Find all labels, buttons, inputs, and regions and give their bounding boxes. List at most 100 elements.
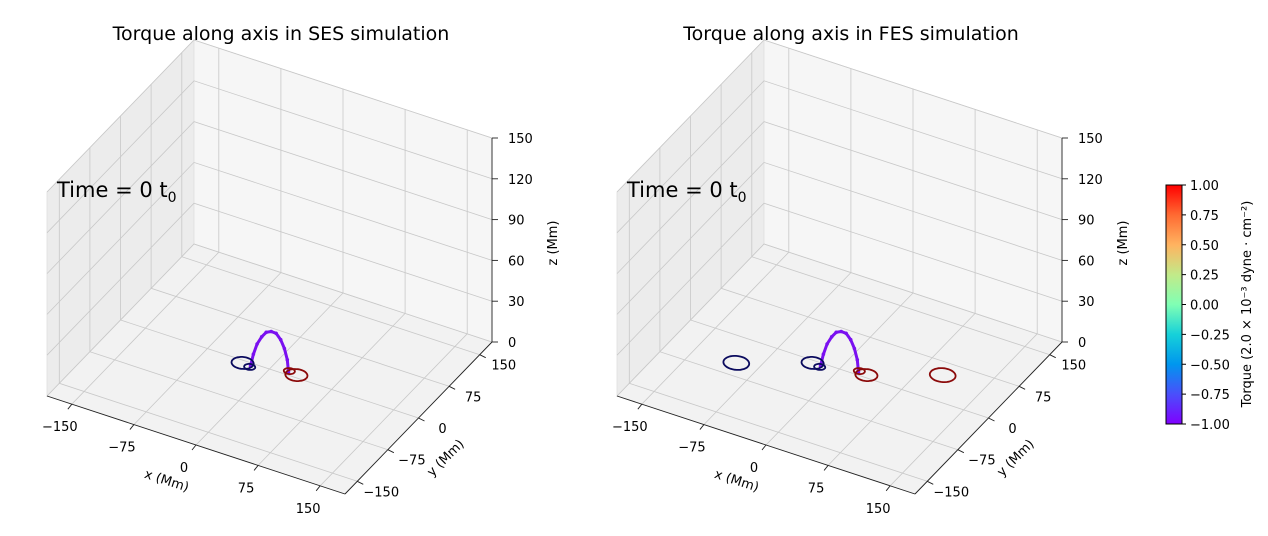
x-tick-label: −75: [678, 441, 705, 456]
colorbar-tick-label: 1.00: [1190, 179, 1219, 194]
y-axis-label: y (Mm): [995, 437, 1038, 480]
z-tick-label: 90: [1078, 214, 1095, 229]
flux-tube-axis-point: [825, 342, 829, 346]
z-tick-label: 150: [1078, 132, 1103, 147]
ses-panel: Torque along axis in SES simulation −150 −…: [42, 23, 561, 517]
z-gridline: [46, 243, 493, 397]
x-tick-mark: [67, 403, 73, 410]
z-tick-label: 30: [1078, 295, 1095, 310]
flux-tube-axis-point: [848, 337, 853, 342]
plot-title: Torque along axis in FES simulation: [682, 23, 1019, 45]
colorbar-tick-label: 0.00: [1190, 299, 1219, 314]
footpoint-ring: [722, 354, 751, 371]
y-tick-mark: [357, 480, 364, 485]
colorbar-tick-label: −0.25: [1190, 328, 1230, 343]
y-tick-label: −150: [933, 485, 969, 500]
y-tick-label: −75: [968, 454, 995, 469]
x-tick-mark: [191, 444, 197, 451]
y-tick-label: −75: [398, 454, 425, 469]
z-gridline: [46, 202, 493, 356]
fes-panel: Torque along axis in FES simulation −150 −…: [612, 23, 1131, 517]
z-axis-label: z (Mm): [1116, 221, 1131, 266]
time-label: Time = 0 t0: [56, 178, 177, 206]
z-gridline: [46, 80, 493, 234]
z-gridline: [616, 161, 1063, 315]
footpoint-ring: [284, 368, 309, 383]
y-tick-label: 75: [1035, 390, 1052, 405]
y-tick-label: 150: [1061, 359, 1086, 374]
colorbar-label: Torque (2.0 × 10⁻³ dyne · cm⁻²): [1240, 201, 1255, 409]
z-tick-label: 0: [508, 336, 516, 351]
colorbar-tick-label: −0.75: [1190, 388, 1230, 403]
flux-tube-axis-point: [282, 346, 287, 351]
flux-tube-axis-point: [829, 335, 834, 339]
x-tick-label: −150: [42, 420, 78, 435]
x-tick-mark: [823, 465, 829, 471]
flux-tube-axis-point: [821, 352, 826, 357]
flux-tube-axis-point: [278, 337, 283, 342]
z-tick-label: 60: [1078, 254, 1095, 269]
z-gridline: [46, 39, 493, 193]
flux-tube-axis-point: [839, 329, 843, 334]
flux-tube-axis-point: [274, 331, 278, 336]
x-tick-label: −150: [612, 420, 648, 435]
flux-tube-axis-point: [285, 358, 290, 362]
footpoint-ring: [852, 367, 866, 376]
flux-tube-axis-point: [834, 330, 838, 335]
y-tick-mark: [927, 480, 934, 485]
z-tick-label: 0: [1078, 336, 1086, 351]
z-gridline: [616, 39, 1063, 193]
x-tick-mark: [637, 403, 643, 410]
footpoint-ring: [282, 367, 296, 376]
footpoint-ring: [813, 362, 827, 371]
y-tick-mark: [988, 417, 995, 422]
y-tick-label: 0: [438, 422, 446, 437]
colorbar-tick-label: −0.50: [1190, 358, 1230, 373]
x-tick-label: 0: [180, 461, 188, 476]
flux-tube-axis-point: [844, 331, 848, 336]
colorbar-tick-label: 0.75: [1190, 209, 1219, 224]
y-tick-mark: [1018, 385, 1026, 390]
colorbar-tick-label: 0.25: [1190, 269, 1219, 284]
y-tick-mark: [1049, 354, 1056, 359]
x-tick-label: −75: [108, 441, 135, 456]
footpoint-ring: [230, 355, 255, 370]
y-tick-label: −150: [363, 485, 399, 500]
x-tick-mark: [761, 444, 767, 451]
x-tick-mark: [885, 485, 891, 492]
colorbar-tick-label: −1.00: [1190, 418, 1230, 433]
footpoint-ring: [928, 367, 957, 384]
z-tick-label: 90: [508, 214, 525, 229]
flux-tube-axis-point: [251, 352, 256, 357]
z-tick-label: 60: [508, 254, 525, 269]
z-tick-label: 120: [508, 173, 533, 188]
colorbar-gradient: [1165, 184, 1183, 425]
z-gridline: [46, 121, 493, 274]
x-tick-mark: [699, 424, 705, 430]
z-gridline: [616, 121, 1063, 274]
footpoint-ring: [243, 362, 257, 371]
z-gridline: [46, 161, 493, 315]
x-tick-label: 150: [296, 502, 321, 517]
y-tick-mark: [387, 449, 395, 454]
flux-tube-axis-point: [264, 330, 269, 335]
z-tick-label: 120: [1078, 173, 1103, 188]
y-axis-label: y (Mm): [425, 437, 468, 480]
x-tick-label: 150: [866, 502, 891, 517]
z-gridline: [616, 202, 1063, 356]
flux-tube-axis-point: [852, 346, 857, 351]
y-tick-label: 75: [465, 390, 482, 405]
footpoint-ring: [854, 368, 879, 383]
x-tick-mark: [315, 485, 321, 492]
x-tick-label: 75: [238, 481, 255, 496]
x-tick-label: 75: [808, 481, 825, 496]
x-tick-label: 0: [750, 461, 758, 476]
y-tick-label: 0: [1008, 422, 1016, 437]
colorbar: 1.00 0.75 0.50 0.25 0.00 −0.25 −0.50 −0.75 −1.00…: [1165, 179, 1255, 433]
z-gridline: [616, 80, 1063, 234]
footpoint-ring: [800, 355, 825, 370]
time-label: Time = 0 t0: [626, 178, 747, 206]
y-tick-label: 150: [491, 359, 516, 374]
y-tick-mark: [448, 385, 456, 390]
